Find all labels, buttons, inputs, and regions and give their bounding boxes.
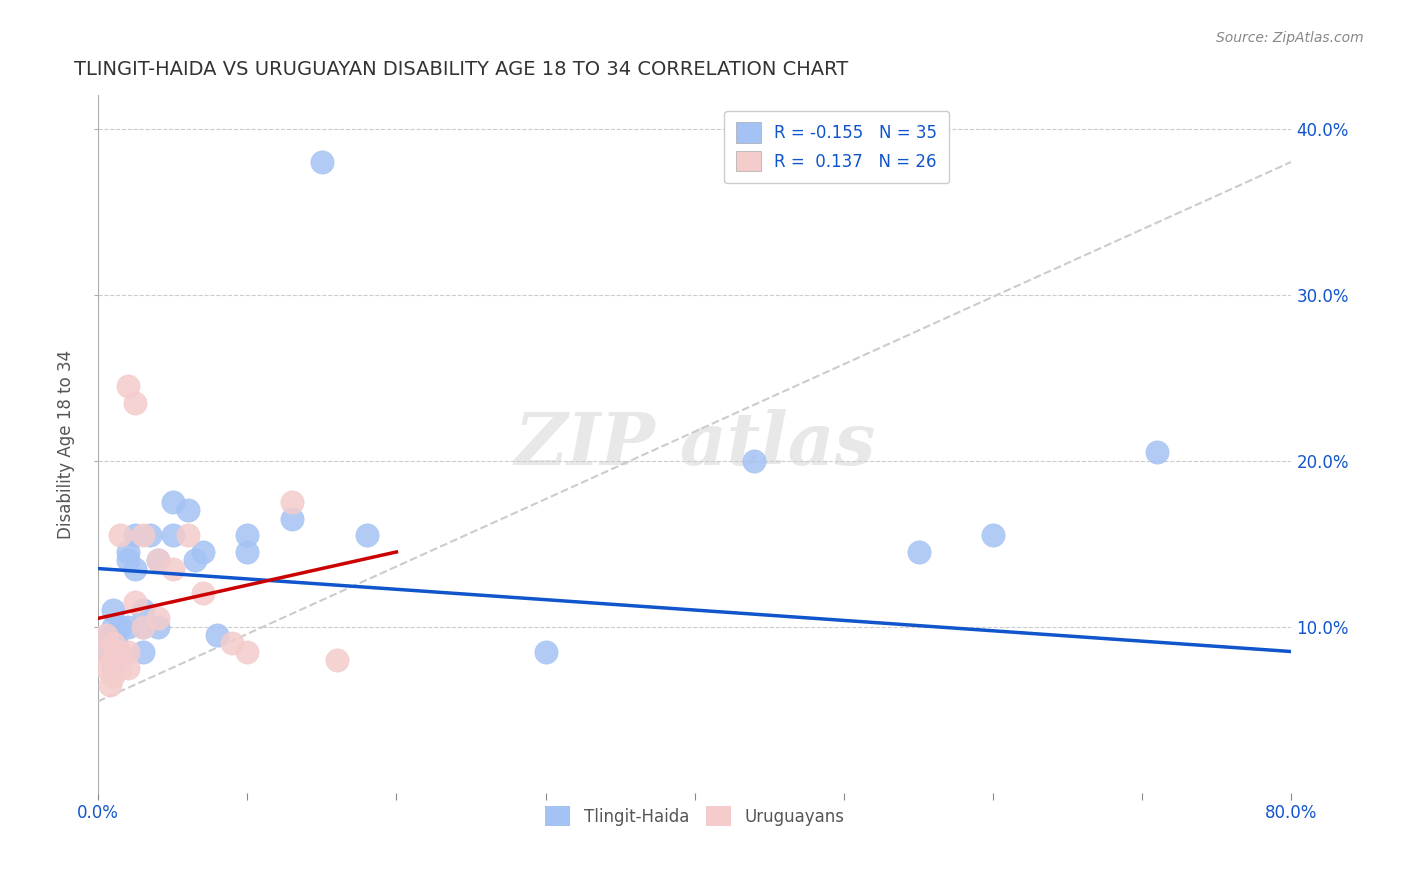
Point <box>311 154 333 169</box>
Point <box>124 395 146 409</box>
Point <box>176 503 198 517</box>
Point <box>101 669 124 683</box>
Point <box>981 528 1004 542</box>
Point <box>110 644 132 658</box>
Point <box>101 620 124 634</box>
Point <box>191 586 214 600</box>
Point <box>110 620 132 634</box>
Point <box>236 528 259 542</box>
Point <box>132 528 155 542</box>
Text: ZIP atlas: ZIP atlas <box>515 409 876 480</box>
Point <box>534 644 557 658</box>
Point <box>132 620 155 634</box>
Point <box>132 644 155 658</box>
Point <box>101 636 124 650</box>
Point <box>98 678 121 692</box>
Point <box>117 661 139 675</box>
Point <box>146 620 169 634</box>
Point <box>326 653 349 667</box>
Text: TLINGIT-HAIDA VS URUGUAYAN DISABILITY AGE 18 TO 34 CORRELATION CHART: TLINGIT-HAIDA VS URUGUAYAN DISABILITY AG… <box>75 60 848 78</box>
Text: Source: ZipAtlas.com: Source: ZipAtlas.com <box>1216 31 1364 45</box>
Point <box>132 603 155 617</box>
Point <box>110 661 132 675</box>
Point <box>221 636 243 650</box>
Point <box>94 644 117 658</box>
Point <box>124 561 146 575</box>
Point <box>117 545 139 559</box>
Point <box>162 561 184 575</box>
Point <box>110 644 132 658</box>
Point <box>139 528 162 542</box>
Point <box>117 553 139 567</box>
Point <box>236 644 259 658</box>
Point <box>101 603 124 617</box>
Point <box>207 628 229 642</box>
Point <box>162 528 184 542</box>
Point <box>94 661 117 675</box>
Point <box>191 545 214 559</box>
Point <box>236 545 259 559</box>
Y-axis label: Disability Age 18 to 34: Disability Age 18 to 34 <box>58 350 75 539</box>
Point <box>124 595 146 609</box>
Point <box>146 611 169 625</box>
Point <box>146 553 169 567</box>
Point <box>162 495 184 509</box>
Point <box>110 528 132 542</box>
Legend: Tlingit-Haida, Uruguayans: Tlingit-Haida, Uruguayans <box>538 799 851 833</box>
Point <box>117 379 139 393</box>
Point <box>744 453 766 467</box>
Point <box>356 528 378 542</box>
Point <box>184 553 207 567</box>
Point <box>94 644 117 658</box>
Point <box>132 620 155 634</box>
Point <box>281 495 304 509</box>
Point <box>281 512 304 526</box>
Point <box>98 628 121 642</box>
Point <box>117 620 139 634</box>
Point <box>105 636 128 650</box>
Point <box>176 528 198 542</box>
Point <box>94 628 117 642</box>
Point <box>124 528 146 542</box>
Point <box>101 661 124 675</box>
Point <box>101 653 124 667</box>
Point <box>907 545 929 559</box>
Point <box>146 553 169 567</box>
Point <box>1146 445 1168 459</box>
Point <box>117 644 139 658</box>
